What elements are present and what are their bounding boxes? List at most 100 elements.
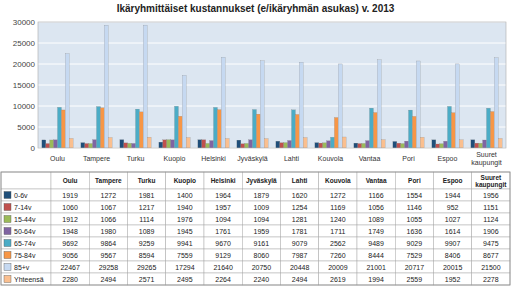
table-value: 1761 xyxy=(215,228,231,235)
table-value: 1089 xyxy=(368,216,384,223)
table-cell xyxy=(89,261,127,273)
bars xyxy=(42,25,502,148)
bar xyxy=(58,107,62,148)
bar xyxy=(97,107,101,148)
table-value: 9259 xyxy=(139,240,155,247)
table-value: 1614 xyxy=(445,228,461,235)
table-cell xyxy=(1,201,51,213)
table-header: Pori xyxy=(408,177,421,184)
table-cell xyxy=(89,273,127,285)
bar xyxy=(405,141,409,148)
bar xyxy=(81,143,85,148)
table-cell xyxy=(472,201,510,213)
table-cell xyxy=(204,261,242,273)
table-value: 1912 xyxy=(62,216,78,223)
y-tick-label: 0 xyxy=(31,144,36,153)
bar xyxy=(167,140,171,148)
table-cell xyxy=(242,249,280,261)
bar xyxy=(366,141,370,148)
table-value: 1957 xyxy=(215,204,231,211)
table-cell xyxy=(281,213,319,225)
bar xyxy=(292,110,296,148)
table-value: 1400 xyxy=(177,192,193,199)
legend-swatch xyxy=(4,240,11,247)
bar xyxy=(331,137,335,148)
table-value: 9692 xyxy=(62,240,78,247)
table-cell xyxy=(1,237,51,249)
table-value: 2494 xyxy=(292,276,308,283)
bar xyxy=(264,139,268,148)
table-cell xyxy=(128,201,166,213)
table-value: 1114 xyxy=(139,216,154,223)
table-header: Kuopio xyxy=(174,177,196,185)
bar xyxy=(444,141,448,148)
x-tick-label: Helsinki xyxy=(201,155,226,162)
bar xyxy=(46,144,50,148)
data-table: OuluTampereTurkuKuopioHelsinkiJyväskyläL… xyxy=(1,172,510,285)
x-tick-label: Lahti xyxy=(284,155,300,162)
table-cell xyxy=(204,213,242,225)
table-cell xyxy=(395,172,433,189)
x-tick-label: Kouvola xyxy=(318,155,343,162)
table-value: 1027 xyxy=(445,216,461,223)
table-cell xyxy=(128,261,166,273)
table-value: 9567 xyxy=(101,252,117,259)
table-value: 9670 xyxy=(215,240,231,247)
table-cell xyxy=(319,201,357,213)
table-cell xyxy=(242,172,280,189)
table-cell xyxy=(51,237,89,249)
table-value: 1094 xyxy=(215,216,231,223)
bar xyxy=(54,140,58,148)
table-header: Espoo xyxy=(443,177,463,185)
table-value: 9129 xyxy=(215,252,231,259)
bar xyxy=(175,106,179,148)
table-cell xyxy=(319,273,357,285)
bar xyxy=(163,140,167,148)
table-value: 17294 xyxy=(175,264,195,271)
bar xyxy=(393,141,397,148)
table-cell xyxy=(472,261,510,273)
table-value: 1981 xyxy=(139,192,155,199)
table-value: 1781 xyxy=(292,228,308,235)
legend-entry: Yhteensä xyxy=(14,276,44,283)
bar xyxy=(210,141,214,148)
bar xyxy=(370,108,374,148)
bar xyxy=(487,108,491,148)
table-value: 21001 xyxy=(366,264,386,271)
bar xyxy=(323,143,327,148)
table-cell xyxy=(281,225,319,237)
table-value: 1056 xyxy=(368,204,384,211)
bar xyxy=(420,137,424,148)
table-value: 1976 xyxy=(177,216,193,223)
table-value: 29265 xyxy=(137,264,157,271)
table-cell xyxy=(357,261,395,273)
table-cell xyxy=(89,189,127,201)
table-value: 7260 xyxy=(330,252,346,259)
table-cell xyxy=(434,201,472,213)
table-cell xyxy=(472,172,510,189)
title: Ikäryhmittäiset kustannukset (e/ikäryhmä… xyxy=(117,3,395,14)
bar xyxy=(280,143,284,148)
bar xyxy=(338,64,342,148)
table-cell xyxy=(357,172,395,189)
table-cell xyxy=(472,189,510,201)
table-value: 9029 xyxy=(407,240,423,247)
table-cell xyxy=(319,225,357,237)
table-cell xyxy=(1,273,51,285)
bar xyxy=(295,114,299,148)
table-cell xyxy=(434,213,472,225)
legend-swatch xyxy=(4,228,11,235)
bar xyxy=(381,140,385,148)
table-cell xyxy=(434,189,472,201)
bar xyxy=(490,112,494,148)
y-tick-label: 25000 xyxy=(13,39,36,48)
bar xyxy=(483,140,487,148)
table-cell xyxy=(1,249,51,261)
bar xyxy=(475,143,479,148)
bar xyxy=(276,141,280,148)
table-cell xyxy=(128,213,166,225)
x-tick-label: Pori xyxy=(402,155,415,162)
table-cell xyxy=(281,261,319,273)
bar xyxy=(362,143,366,148)
bar xyxy=(93,140,97,148)
